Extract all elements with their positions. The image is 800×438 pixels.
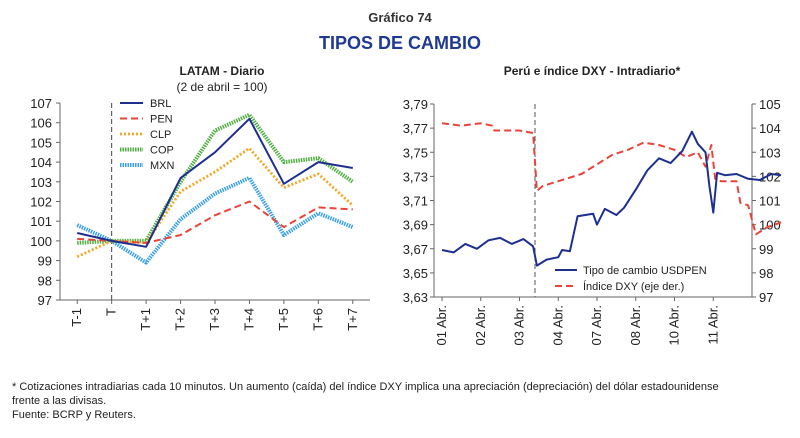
latam-x-tick-label: T+4 bbox=[241, 308, 256, 331]
peru-y-left-tick-label: 3,63 bbox=[403, 290, 428, 305]
peru-y-right-tick-label: 102 bbox=[759, 169, 781, 184]
peru-x-tick-label: 11 Abr. bbox=[705, 305, 720, 345]
latam-legend-label-clp: CLP bbox=[150, 129, 171, 141]
latam-y-tick-label: 107 bbox=[30, 96, 52, 111]
latam-y-tick-label: 104 bbox=[30, 155, 52, 170]
latam-y-tick-label: 106 bbox=[30, 116, 52, 131]
peru-legend-label-ndice-dxy-eje-der: Índice DXY (eje der.) bbox=[583, 280, 684, 293]
latam-legend-label-brl: BRL bbox=[150, 98, 171, 110]
latam-series-line-brl bbox=[76, 117, 353, 248]
latam-legend-label-mxn: MXN bbox=[150, 160, 175, 172]
latam-chart-subtitle: (2 de abril = 100) bbox=[176, 80, 267, 94]
latam-y-tick-label: 103 bbox=[30, 175, 52, 190]
latam-y-tick-label: 105 bbox=[30, 135, 52, 150]
peru-y-left-tick-label: 3,73 bbox=[403, 169, 428, 184]
source-note: Fuente: BCRP y Reuters. bbox=[12, 409, 136, 421]
latam-x-tick-label: T+7 bbox=[345, 308, 360, 331]
peru-y-left-tick-label: 3,77 bbox=[403, 121, 428, 136]
peru-y-left-tick-label: 3,79 bbox=[403, 97, 428, 112]
peru-y-right-tick-label: 101 bbox=[759, 194, 781, 209]
page-title: TIPOS DE CAMBIO bbox=[318, 33, 481, 53]
latam-y-tick-label: 102 bbox=[30, 195, 52, 210]
peru-legend-label-tipo-de-cambio-usdpen: Tipo de cambio USDPEN bbox=[583, 265, 707, 277]
footnote-line-2: frente a las divisas. bbox=[12, 395, 107, 407]
peru-x-tick-label: 04 Abr. bbox=[550, 305, 565, 345]
latam-x-tick-label: T+2 bbox=[173, 308, 188, 331]
latam-y-tick-label: 101 bbox=[30, 214, 52, 229]
latam-legend-label-cop: COP bbox=[150, 145, 174, 157]
latam-chart-title: LATAM - Diario bbox=[180, 64, 265, 78]
latam-series-line-mxn bbox=[76, 175, 354, 265]
footnote-line-1: * Cotizaciones intradiarias cada 10 minu… bbox=[12, 381, 719, 393]
peru-y-right-tick-label: 100 bbox=[759, 218, 781, 233]
peru-x-tick-label: 03 Abr. bbox=[512, 305, 527, 345]
peru-y-right-tick-label: 97 bbox=[759, 290, 773, 305]
latam-y-tick-label: 100 bbox=[30, 234, 52, 249]
latam-x-tick-label: T+5 bbox=[276, 308, 291, 331]
peru-y-left-tick-label: 3,71 bbox=[403, 194, 428, 209]
latam-x-tick-label: T-1 bbox=[69, 308, 84, 327]
latam-x-tick-label: T+3 bbox=[207, 308, 222, 331]
peru-y-right-tick-label: 103 bbox=[759, 145, 781, 160]
peru-series-line-tipo-de-cambio-usdpen bbox=[441, 130, 782, 267]
footnote: * Cotizaciones intradiarias cada 10 minu… bbox=[12, 380, 792, 422]
latam-legend-label-pen: PEN bbox=[150, 114, 173, 126]
latam-y-tick-label: 99 bbox=[38, 254, 52, 269]
peru-x-tick-label: 08 Abr. bbox=[628, 305, 643, 345]
peru-y-left-tick-label: 3,69 bbox=[403, 218, 428, 233]
latam-x-tick-label: T bbox=[104, 308, 119, 316]
peru-dxy-intraday-chart: Perú e índice DXY - Intradiario* 3,63 3,6… bbox=[403, 64, 782, 345]
peru-y-right-tick-label: 99 bbox=[759, 242, 773, 257]
peru-y-left-tick-label: 3,65 bbox=[403, 266, 428, 281]
peru-y-right-tick-label: 98 bbox=[759, 266, 773, 281]
latam-x-tick-label: T+6 bbox=[310, 308, 325, 331]
chart-label: Gráfico 74 bbox=[368, 10, 432, 25]
peru-x-tick-label: 02 Abr. bbox=[473, 305, 488, 345]
latam-x-tick-label: T+1 bbox=[138, 308, 153, 331]
peru-y-right-tick-label: 104 bbox=[759, 121, 781, 136]
latam-series-line-pen bbox=[77, 200, 353, 244]
peru-x-tick-label: 07 Abr. bbox=[589, 305, 604, 345]
peru-x-tick-label: 01 Abr. bbox=[434, 305, 449, 345]
peru-y-right-tick-label: 105 bbox=[759, 97, 781, 112]
latam-y-tick-label: 98 bbox=[38, 273, 52, 288]
latam-daily-chart: LATAM - Diario (2 de abril = 100) 97 98 99… bbox=[30, 64, 370, 331]
peru-y-left-tick-label: 3,67 bbox=[403, 242, 428, 257]
peru-y-left-tick-label: 3,75 bbox=[403, 145, 428, 160]
peru-x-tick-label: 10 Abr. bbox=[667, 305, 682, 345]
latam-y-tick-label: 97 bbox=[38, 293, 52, 308]
peru-chart-title: Perú e índice DXY - Intradiario* bbox=[504, 64, 681, 78]
peru-series-line-ndice-dxy-eje-der bbox=[441, 122, 782, 236]
